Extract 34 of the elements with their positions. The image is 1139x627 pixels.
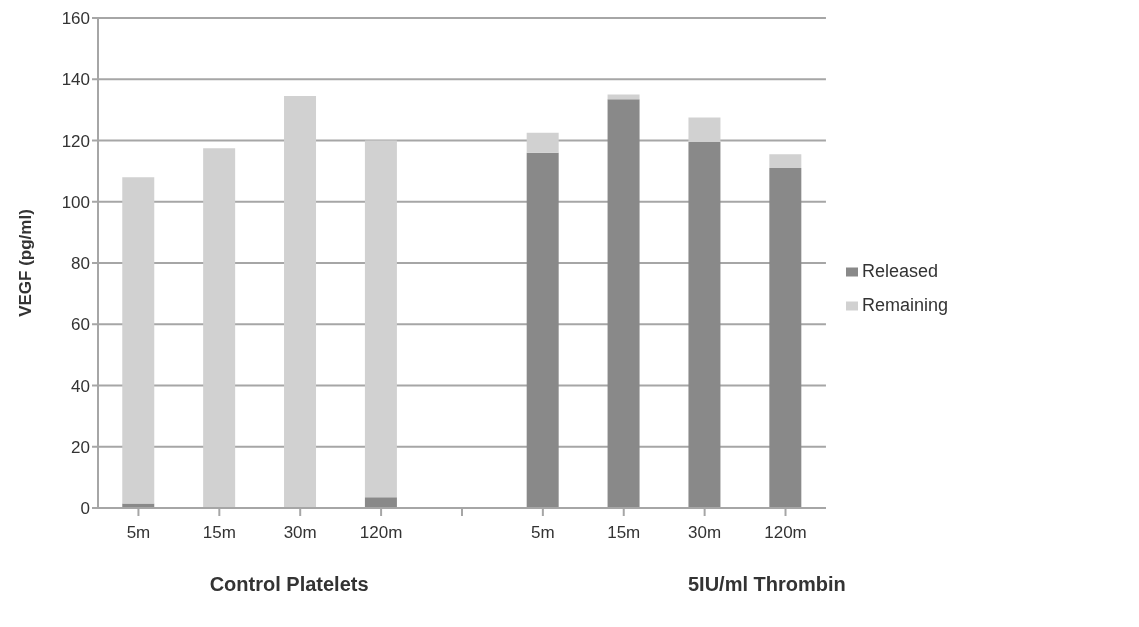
y-axis-title: VEGF (pg/ml)	[16, 209, 36, 317]
x-tick-label: 5m	[126, 523, 151, 543]
legend-label: Remaining	[861, 295, 948, 315]
bar	[364, 140, 397, 498]
bar	[607, 99, 640, 508]
y-tick-label: 120	[61, 131, 90, 151]
y-tick-label: 60	[71, 315, 90, 335]
y-tick-label: 40	[71, 376, 90, 396]
bar	[364, 497, 397, 508]
x-tick-label: 5m	[531, 523, 555, 543]
bar	[203, 148, 236, 508]
bar	[769, 154, 802, 169]
x-tick-label: 15m	[607, 523, 641, 543]
bar	[122, 177, 155, 504]
x-tick-label: 120m	[359, 523, 403, 543]
bar	[769, 168, 802, 508]
x-tick-label: 15m	[202, 523, 236, 543]
x-tick-label: 30m	[283, 523, 317, 543]
bar	[688, 117, 721, 143]
y-tick-label: 160	[61, 9, 90, 29]
bar	[526, 132, 559, 153]
text: 5IU/ml Thrombin	[686, 573, 847, 596]
text: Control Platelets	[208, 573, 370, 596]
bar	[688, 142, 721, 508]
y-tick-label: 100	[61, 192, 90, 212]
y-tick-label: 80	[71, 254, 90, 274]
y-tick-label: 20	[71, 437, 90, 457]
y-tick-label: 0	[80, 499, 90, 519]
x-tick-label: 120m	[764, 523, 807, 543]
bar	[284, 96, 317, 508]
y-tick-label: 140	[61, 70, 90, 90]
x-tick-label: 30m	[688, 523, 722, 543]
legend-label: Released	[861, 261, 939, 281]
bar	[526, 152, 559, 508]
